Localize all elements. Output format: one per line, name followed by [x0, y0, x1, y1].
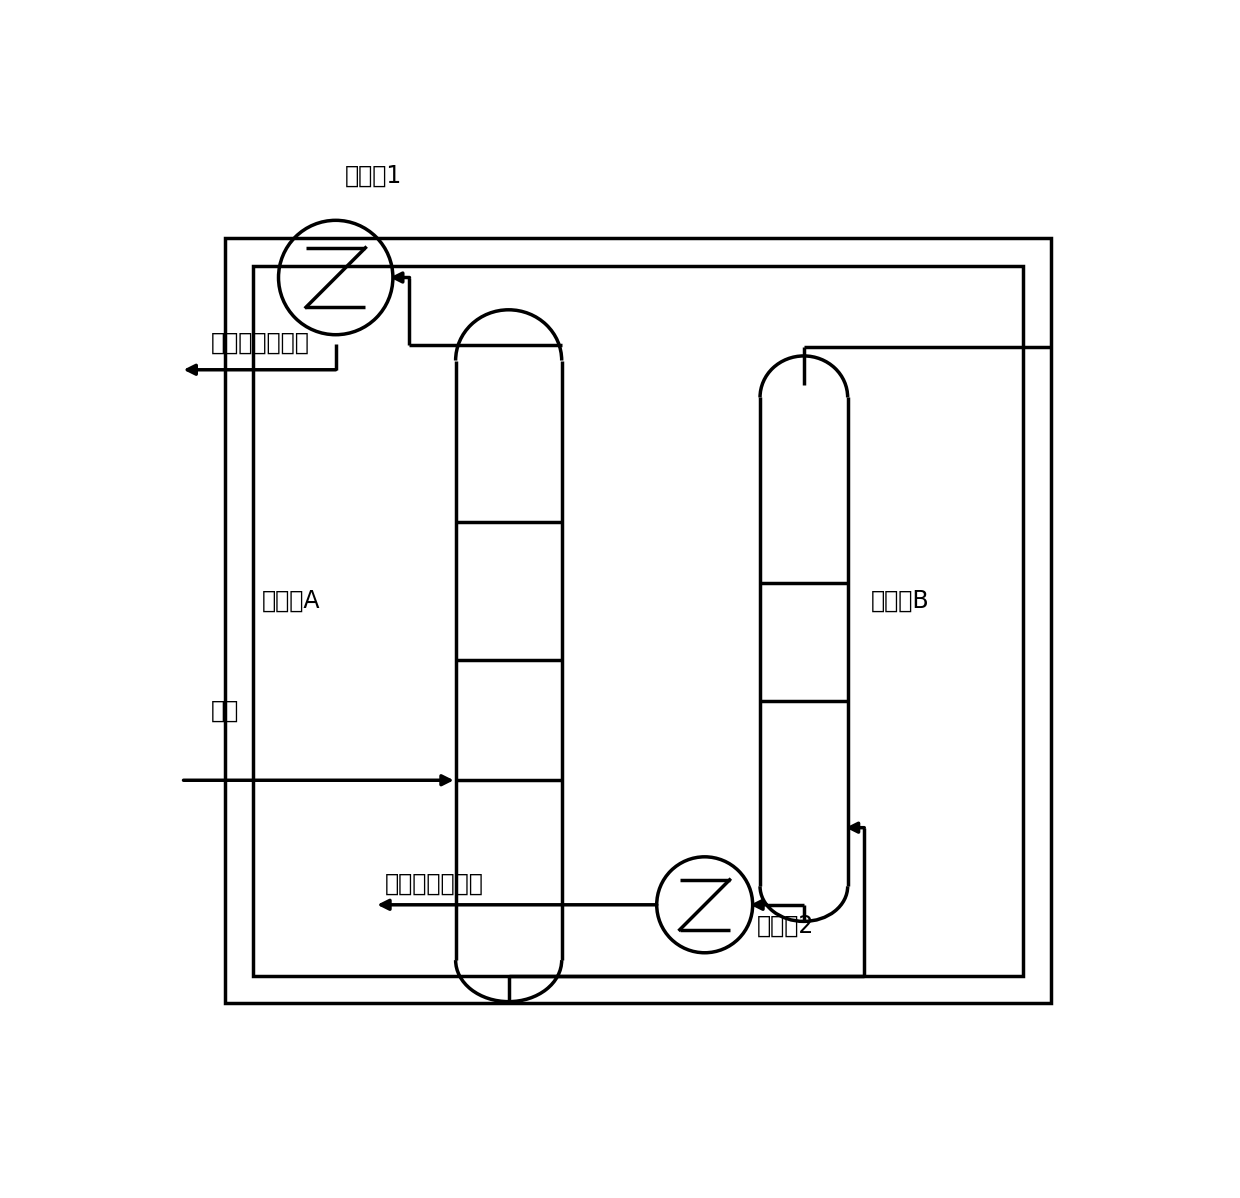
Text: 精馏段A: 精馏段A [262, 588, 320, 612]
Text: 二甲基二氯硅烷: 二甲基二氯硅烷 [384, 872, 484, 896]
Text: 冷凝器1: 冷凝器1 [345, 164, 402, 188]
Text: 提馏段B: 提馏段B [870, 588, 929, 612]
Text: 一甲基三氯硅烷: 一甲基三氯硅烷 [211, 331, 310, 355]
Bar [253, 266, 1023, 976]
Text: 原料: 原料 [211, 700, 239, 724]
Bar [224, 238, 1050, 1004]
Text: 再汸器2: 再汸器2 [758, 914, 815, 938]
